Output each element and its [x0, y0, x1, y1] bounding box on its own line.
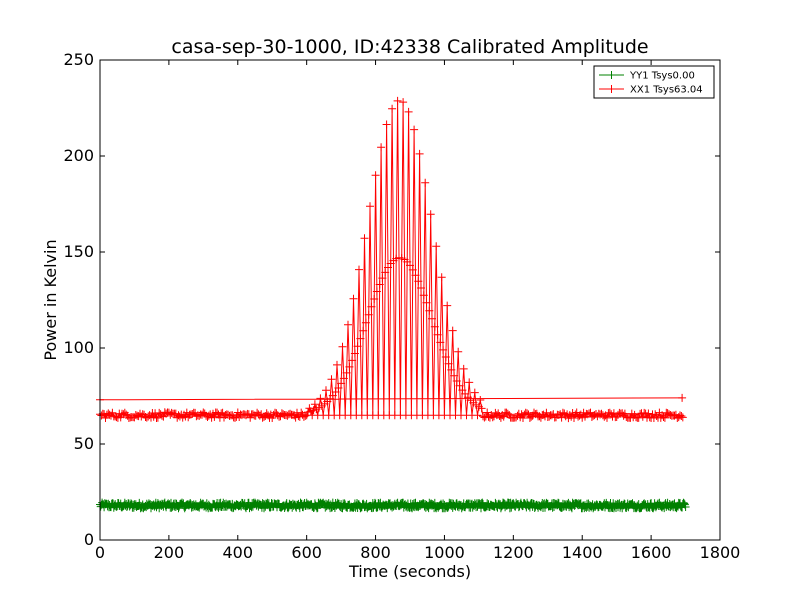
series-markers-1	[96, 96, 687, 423]
axes-layer: 0 200 400 600 800 1000 1200 1400 1600 1800 0 50 100 1…	[63, 50, 740, 562]
x-tick-label: 600	[291, 543, 322, 562]
y-tick-label: 200	[63, 146, 94, 165]
legend-label-1: XX1 Tsys63.04	[630, 85, 703, 96]
y-tick-label: 100	[63, 338, 94, 357]
legend-marker-1	[607, 85, 616, 93]
y-tick-label: 150	[63, 242, 94, 261]
y-tick-label: 0	[84, 530, 94, 549]
x-tick-label: 1400	[562, 543, 603, 562]
chart-title: casa-sep-30-1000, ID:42338 Calibrated Am…	[171, 36, 648, 58]
x-tick-label: 1000	[424, 543, 465, 562]
y-tick-label: 50	[74, 434, 94, 453]
legend: YY1 Tsys0.00 XX1 Tsys63.04	[593, 65, 715, 99]
x-tick-label: 400	[223, 543, 254, 562]
x-tick-label: 200	[154, 543, 185, 562]
legend-marker-0	[607, 71, 616, 79]
x-axis-title: Time (seconds)	[348, 562, 471, 581]
legend-label-0: YY1 Tsys0.00	[629, 71, 695, 82]
x-tick-label: 1800	[700, 543, 741, 562]
x-tick-label: 800	[360, 543, 391, 562]
x-tick-label: 1600	[631, 543, 672, 562]
series-layer	[96, 96, 690, 513]
plot-frame	[99, 59, 721, 541]
x-tick-label: 1200	[493, 543, 534, 562]
x-tick-label: 0	[95, 543, 105, 562]
y-tick-label: 250	[63, 50, 94, 69]
series-1	[96, 96, 687, 423]
y-axis-title: Power in Kelvin	[41, 239, 60, 360]
legend-box	[593, 65, 715, 99]
